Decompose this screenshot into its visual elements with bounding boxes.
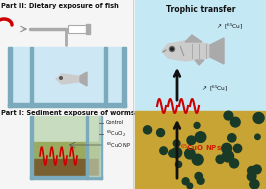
Circle shape xyxy=(192,154,203,165)
Circle shape xyxy=(195,172,202,180)
Circle shape xyxy=(224,111,233,120)
Bar xyxy=(135,0,266,189)
Polygon shape xyxy=(210,38,224,64)
Bar xyxy=(68,25,90,33)
Bar xyxy=(86,116,100,176)
Bar xyxy=(30,47,33,107)
Circle shape xyxy=(182,178,189,185)
Bar xyxy=(86,116,88,179)
Bar xyxy=(30,116,33,179)
Circle shape xyxy=(234,144,242,153)
Circle shape xyxy=(216,155,224,163)
Bar xyxy=(33,116,99,144)
Circle shape xyxy=(187,183,193,189)
Circle shape xyxy=(230,159,239,168)
Text: $^{65}$CuCl$_2$: $^{65}$CuCl$_2$ xyxy=(106,129,126,139)
Circle shape xyxy=(228,134,236,142)
Circle shape xyxy=(169,46,174,51)
Bar xyxy=(86,24,90,34)
Circle shape xyxy=(176,161,182,167)
Circle shape xyxy=(255,134,260,139)
Circle shape xyxy=(60,77,62,79)
Polygon shape xyxy=(56,74,82,84)
Bar xyxy=(104,47,107,107)
Polygon shape xyxy=(80,72,87,86)
Bar xyxy=(122,47,126,107)
Circle shape xyxy=(250,180,259,189)
Circle shape xyxy=(222,143,232,153)
Text: Part II: Dietary exposure of fish: Part II: Dietary exposure of fish xyxy=(1,3,119,9)
Circle shape xyxy=(195,132,206,142)
Circle shape xyxy=(194,122,200,128)
Circle shape xyxy=(248,167,256,175)
Circle shape xyxy=(172,148,182,158)
Bar xyxy=(8,103,126,107)
Circle shape xyxy=(253,112,264,123)
Circle shape xyxy=(252,165,261,174)
Polygon shape xyxy=(195,60,204,65)
Text: Part I: Sediment exposure of worms: Part I: Sediment exposure of worms xyxy=(1,110,135,116)
Bar xyxy=(12,47,122,103)
Text: Control: Control xyxy=(106,121,124,125)
Bar xyxy=(8,47,12,107)
Circle shape xyxy=(230,117,240,127)
Circle shape xyxy=(143,126,152,134)
Bar xyxy=(33,159,99,176)
Circle shape xyxy=(157,129,165,137)
Bar xyxy=(30,176,102,179)
Bar xyxy=(99,116,102,179)
Text: $\nearrow$ [$^{65}$Cu]: $\nearrow$ [$^{65}$Cu] xyxy=(215,21,243,31)
Text: $\nearrow$ [$^{65}$Cu]: $\nearrow$ [$^{65}$Cu] xyxy=(200,83,228,93)
Circle shape xyxy=(247,172,256,181)
Circle shape xyxy=(169,150,176,157)
Text: $^{65}$CuO NPs: $^{65}$CuO NPs xyxy=(180,142,221,154)
Circle shape xyxy=(185,149,195,159)
Bar xyxy=(33,142,99,159)
Circle shape xyxy=(173,140,180,147)
Text: $^{65}$CuO NP: $^{65}$CuO NP xyxy=(106,140,131,150)
Circle shape xyxy=(160,147,167,154)
Circle shape xyxy=(197,177,204,184)
Circle shape xyxy=(171,48,173,50)
Text: Trophic transfer: Trophic transfer xyxy=(166,5,235,14)
Circle shape xyxy=(187,136,196,145)
Circle shape xyxy=(222,151,234,162)
Bar xyxy=(135,111,266,189)
Polygon shape xyxy=(162,41,214,61)
Polygon shape xyxy=(185,35,202,42)
